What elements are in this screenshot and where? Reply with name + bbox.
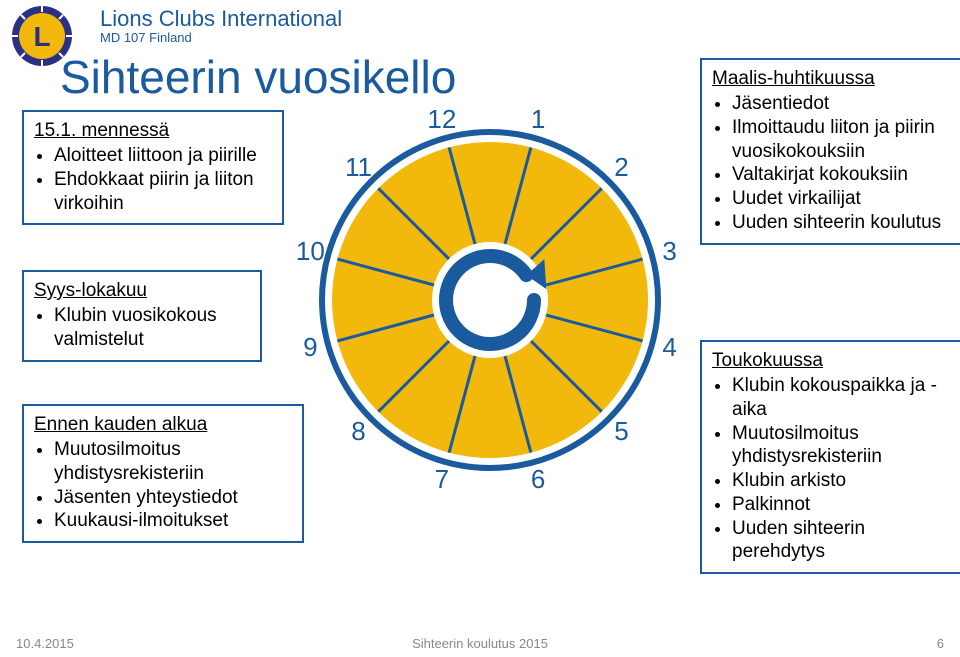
info-box-title: Syys-lokakuu [34,280,250,302]
info-box-item: Muutosilmoitus yhdistysrekisteriin [732,422,950,470]
clock-number: 7 [424,464,460,495]
slide-title: Sihteerin vuosikello [60,50,456,104]
clock-number: 3 [652,236,688,267]
clock-number: 10 [292,236,328,267]
info-box-item: Uudet virkailijat [732,187,950,211]
info-box-list: Muutosilmoitus yhdistysrekisteriinJäsent… [34,438,292,533]
clock-number: 11 [340,152,376,183]
info-box-item: Klubin arkisto [732,469,950,493]
info-box-item: Palkinnot [732,493,950,517]
info-box-item: Jäsentiedot [732,92,950,116]
info-box-b4: Maalis-huhtikuussaJäsentiedotIlmoittaudu… [700,58,960,245]
info-box-b1: 15.1. mennessäAloitteet liittoon ja piir… [22,110,284,225]
clock-number: 4 [652,332,688,363]
info-box-title: Ennen kauden alkua [34,414,292,436]
info-box-b2: Syys-lokakuuKlubin vuosikokous valmistel… [22,270,262,362]
info-box-b5: ToukokuussaKlubin kokouspaikka ja -aikaM… [700,340,960,574]
year-clock-wheel: 121234567891011 [300,110,680,490]
clock-number: 6 [520,464,556,495]
clock-number: 2 [604,152,640,183]
info-box-item: Jäsenten yhteystiedot [54,486,292,510]
info-box-list: JäsentiedotIlmoittaudu liiton ja piirin … [712,92,950,235]
info-box-title: Maalis-huhtikuussa [712,68,950,90]
org-name: Lions Clubs International [100,6,342,32]
clock-number: 5 [604,416,640,447]
info-box-list: Klubin vuosikokous valmistelut [34,304,250,352]
info-box-item: Klubin vuosikokous valmistelut [54,304,250,352]
info-box-item: Kuukausi-ilmoitukset [54,509,292,533]
sub-org: MD 107 Finland [100,30,192,45]
info-box-item: Valtakirjat kokouksiin [732,163,950,187]
info-box-list: Aloitteet liittoon ja piirilleEhdokkaat … [34,144,272,215]
info-box-list: Klubin kokouspaikka ja -aikaMuutosilmoit… [712,374,950,564]
footer-page: 6 [937,636,944,651]
clock-number: 9 [292,332,328,363]
clock-number: 12 [424,104,460,135]
info-box-item: Uuden sihteerin koulutus [732,211,950,235]
clock-number: 8 [340,416,376,447]
footer-title: Sihteerin koulutus 2015 [0,636,960,651]
info-box-item: Muutosilmoitus yhdistysrekisteriin [54,438,292,486]
info-box-title: 15.1. mennessä [34,120,272,142]
info-box-item: Aloitteet liittoon ja piirille [54,144,272,168]
info-box-title: Toukokuussa [712,350,950,372]
info-box-item: Ehdokkaat piirin ja liiton virkoihin [54,168,272,216]
clock-number: 1 [520,104,556,135]
info-box-item: Uuden sihteerin perehdytys [732,517,950,565]
info-box-item: Klubin kokouspaikka ja -aika [732,374,950,422]
info-box-b3: Ennen kauden alkuaMuutosilmoitus yhdisty… [22,404,304,543]
svg-text:L: L [33,21,50,52]
info-box-item: Ilmoittaudu liiton ja piirin vuosikokouk… [732,116,950,164]
